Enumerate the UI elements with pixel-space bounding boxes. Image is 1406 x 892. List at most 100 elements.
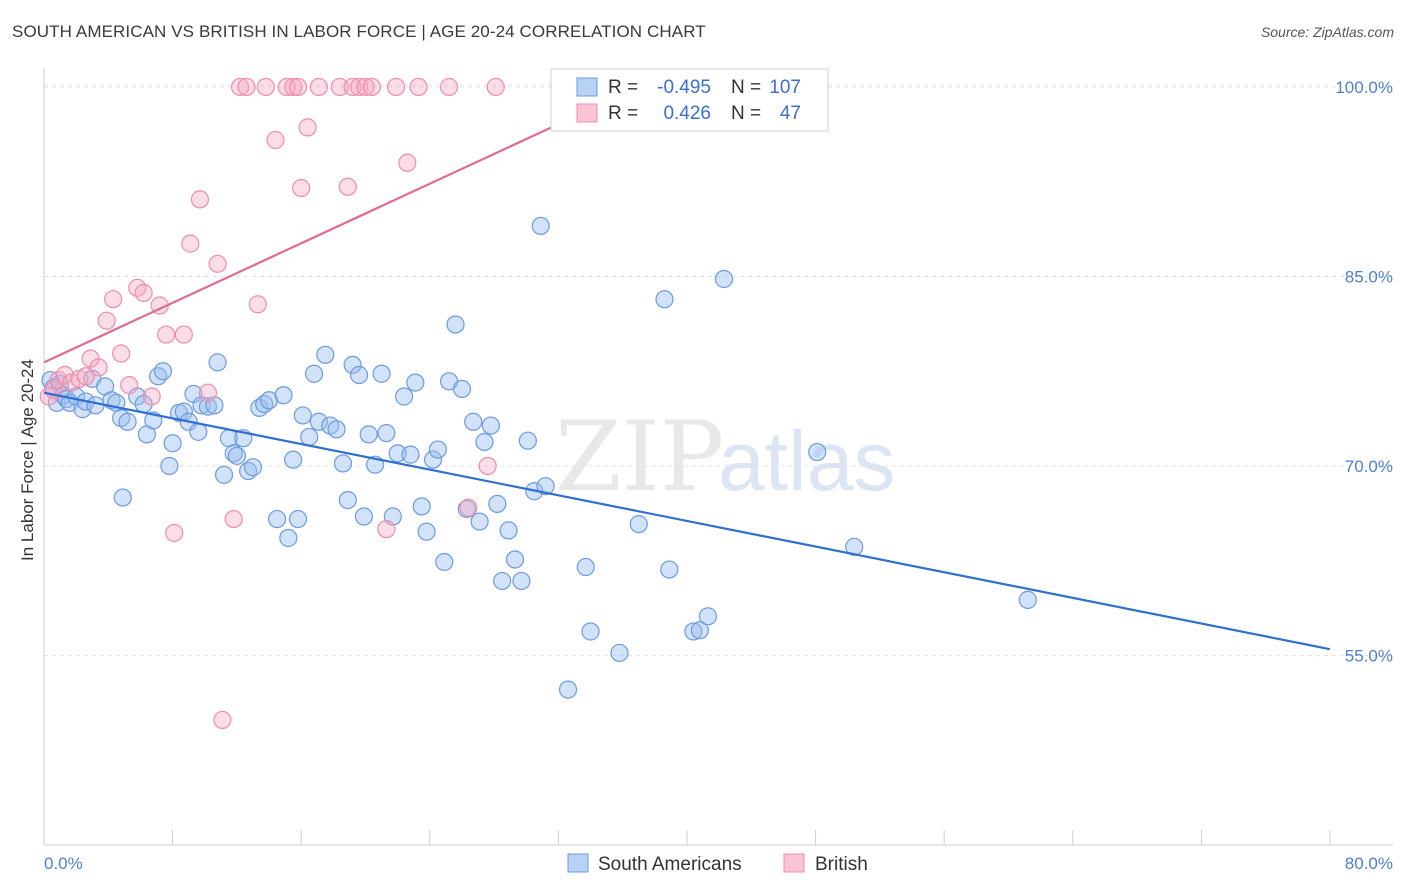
data-point <box>558 680 578 699</box>
data-point <box>417 522 436 541</box>
legend-r-label: R = <box>608 77 638 98</box>
gridlines <box>44 84 1393 656</box>
data-point <box>446 315 465 334</box>
y-tick-label: 55.0% <box>1345 646 1393 665</box>
data-point <box>372 364 391 383</box>
data-point <box>655 290 674 309</box>
data-point <box>394 387 414 406</box>
data-point <box>120 376 139 395</box>
bottom-legend: South Americans British <box>567 853 868 875</box>
data-point <box>181 234 200 253</box>
data-point <box>104 290 123 309</box>
data-point <box>309 412 328 431</box>
y-tick-label: 70.0% <box>1345 457 1393 476</box>
data-point <box>808 442 827 462</box>
data-point <box>386 77 406 97</box>
axes <box>43 68 1393 846</box>
legend-n-label: N = <box>731 77 761 98</box>
legend: R = -0.495 N = 107 R = 0.426 N = 47 <box>550 68 829 132</box>
data-point <box>338 177 357 196</box>
legend-r-label: R = <box>608 103 638 124</box>
data-point <box>316 345 335 364</box>
trend-lines <box>43 85 1331 651</box>
data-point <box>227 446 246 465</box>
data-point <box>157 325 176 344</box>
data-point <box>327 420 346 439</box>
bottom-legend-label-british: British <box>815 854 868 875</box>
data-point <box>505 550 525 569</box>
data-point <box>362 77 382 97</box>
data-point <box>284 77 303 97</box>
data-point <box>163 434 182 453</box>
data-point <box>76 367 95 386</box>
data-point <box>309 77 328 97</box>
y-tick-label: 100.0% <box>1335 78 1393 97</box>
data-point <box>198 383 218 402</box>
data-point <box>237 77 256 97</box>
data-point <box>330 77 349 97</box>
data-point <box>190 190 210 209</box>
data-point <box>388 444 407 463</box>
data-point <box>536 477 555 496</box>
y-axis-label: In Labor Force | Age 20-24 <box>18 359 37 561</box>
bottom-legend-swatch-south-americans <box>567 853 589 873</box>
data-point <box>581 622 600 641</box>
data-point <box>486 77 505 97</box>
data-point <box>452 379 472 399</box>
data-point <box>224 509 243 529</box>
data-point <box>349 365 369 385</box>
source-label: Source: ZipAtlas.com <box>1260 24 1394 40</box>
legend-swatch-south-americans <box>576 77 598 97</box>
data-point <box>213 710 232 730</box>
data-point <box>288 509 308 529</box>
data-point <box>423 450 443 469</box>
data-point <box>304 364 324 383</box>
data-point <box>406 373 425 392</box>
data-point <box>518 431 537 450</box>
data-point <box>459 498 478 517</box>
data-point <box>464 412 483 431</box>
data-point <box>356 77 375 97</box>
data-point <box>610 643 629 663</box>
trend-line-south-americans <box>43 391 1331 651</box>
data-point <box>531 216 550 236</box>
data-point <box>435 552 454 572</box>
data-point <box>684 622 703 641</box>
watermark-zip: ZIP <box>555 401 724 513</box>
data-point <box>1018 590 1037 609</box>
x-tick-label-min: 0.0% <box>44 854 83 873</box>
data-point <box>499 521 518 540</box>
data-point <box>214 465 234 484</box>
data-point <box>359 425 378 444</box>
data-point <box>279 528 298 548</box>
data-point <box>690 621 709 640</box>
legend-n-value: 107 <box>769 77 801 98</box>
data-point <box>292 178 311 198</box>
data-point <box>377 424 396 443</box>
data-point <box>512 571 531 591</box>
data-point <box>293 406 312 425</box>
legend-swatch-british <box>576 103 598 123</box>
data-point <box>576 557 595 577</box>
data-point <box>343 77 362 97</box>
data-point <box>354 507 373 526</box>
bottom-legend-swatch-british <box>783 853 805 873</box>
data-point <box>412 497 431 516</box>
data-point <box>409 77 428 97</box>
x-tick-label-max: 80.0% <box>1345 854 1393 873</box>
data-point <box>266 130 285 150</box>
data-point <box>377 520 396 539</box>
data-point <box>333 454 353 473</box>
legend-n-label: N = <box>731 103 761 124</box>
data-point <box>428 440 447 459</box>
data-point <box>284 450 303 469</box>
data-point <box>224 444 243 463</box>
data-point <box>149 367 168 386</box>
data-point <box>274 386 293 405</box>
data-point <box>698 607 717 626</box>
data-point <box>256 77 275 97</box>
data-point <box>165 523 184 543</box>
data-point <box>439 77 459 97</box>
data-point <box>401 445 420 464</box>
data-point <box>259 391 279 410</box>
